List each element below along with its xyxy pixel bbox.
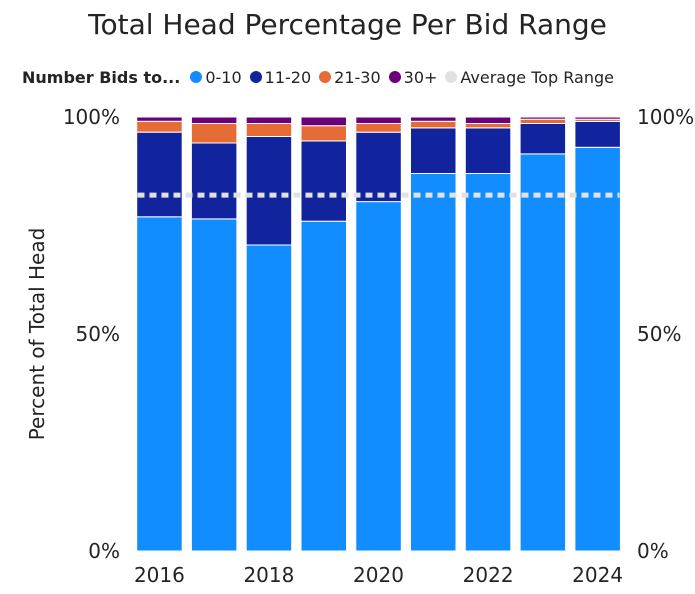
x-tick-2020: 2020	[353, 563, 404, 587]
bar-2023-0-10[interactable]	[519, 153, 567, 552]
chart-title: Total Head Percentage Per Bid Range	[88, 8, 607, 41]
bar-2018-11-20[interactable]	[245, 136, 293, 246]
bar-2022-21-30[interactable]	[464, 123, 512, 129]
axes-group: 0% 50% 100% 0% 50% 100% 2016 2018 2020 2022 2024	[63, 105, 694, 587]
bar-2021-0-10[interactable]	[410, 172, 457, 552]
legend: Number Bids to... 0-10 11-20 21-30 30+ A…	[22, 66, 622, 88]
bar-2018-0-10[interactable]	[245, 244, 293, 552]
bar-2018-21-30[interactable]	[245, 123, 293, 137]
bar-2017-30plus[interactable]	[190, 116, 238, 124]
legend-label-30-plus: 30+	[403, 67, 438, 87]
legend-item-average-top-range[interactable]: Average Top Range	[445, 68, 614, 87]
legend-label-average-top-range: Average Top Range	[460, 67, 614, 87]
bar-2017-11-20[interactable]	[190, 142, 238, 220]
legend-item-30-plus[interactable]: 30+	[388, 67, 438, 87]
bar-2019-11-20[interactable]	[300, 140, 347, 222]
legend-dot-21-30	[319, 71, 332, 83]
bar-2023-11-20[interactable]	[519, 123, 567, 155]
bars-group	[136, 116, 621, 552]
legend-item-11-20[interactable]: 11-20	[249, 67, 312, 87]
bar-2020-21-30[interactable]	[355, 123, 402, 133]
bar-2019-30plus[interactable]	[300, 116, 347, 127]
legend-label-11-20: 11-20	[264, 67, 312, 87]
bar-2016-11-20[interactable]	[136, 131, 183, 218]
y-tick-left-100: 100%	[63, 105, 120, 129]
y-tick-left-0: 0%	[88, 539, 120, 563]
legend-label-0-10: 0-10	[205, 67, 242, 87]
bar-2020-30plus[interactable]	[355, 116, 402, 124]
bar-2020-0-10[interactable]	[355, 201, 402, 552]
bar-2017-21-30[interactable]	[190, 123, 238, 144]
x-tick-2016: 2016	[134, 563, 185, 587]
bar-2021-30plus[interactable]	[410, 116, 457, 122]
x-tick-2024: 2024	[572, 563, 623, 587]
bar-2019-21-30[interactable]	[300, 125, 347, 142]
legend-item-21-30[interactable]: 21-30	[319, 68, 381, 87]
bar-2022-30plus[interactable]	[464, 116, 512, 124]
x-tick-2018: 2018	[243, 563, 294, 587]
bar-2022-11-20[interactable]	[464, 127, 512, 174]
bar-2024-0-10[interactable]	[574, 146, 621, 552]
legend-title: Number Bids to...	[22, 67, 181, 87]
legend-item-0-10[interactable]: 0-10	[190, 67, 242, 87]
bar-2016-0-10[interactable]	[136, 216, 183, 552]
bar-2021-21-30[interactable]	[410, 120, 457, 129]
legend-dot-11-20	[249, 71, 262, 83]
y-tick-right-100: 100%	[637, 105, 694, 129]
bar-2018-30plus[interactable]	[245, 116, 293, 124]
bar-2019-0-10[interactable]	[300, 220, 347, 552]
legend-dot-0-10	[190, 71, 203, 83]
bar-2023-30plus[interactable]	[519, 116, 567, 120]
y-tick-left-50: 50%	[76, 322, 120, 346]
y-tick-right-50: 50%	[637, 322, 681, 346]
y-tick-right-0: 0%	[637, 539, 669, 563]
bar-2021-11-20[interactable]	[410, 127, 457, 174]
legend-label-21-30: 21-30	[334, 67, 381, 87]
legend-dot-average-top-range	[445, 71, 458, 83]
x-tick-2022: 2022	[463, 563, 514, 587]
y-axis-title: Percent of Total Head	[25, 228, 49, 441]
bar-2024-30plus[interactable]	[574, 116, 621, 120]
bar-2016-30plus[interactable]	[136, 116, 183, 122]
bar-2022-0-10[interactable]	[464, 172, 512, 552]
bar-2023-21-30[interactable]	[519, 118, 567, 124]
bar-2020-11-20[interactable]	[355, 131, 402, 203]
bar-2017-0-10[interactable]	[190, 218, 238, 552]
bar-2024-11-20[interactable]	[574, 120, 621, 148]
bar-2016-21-30[interactable]	[136, 120, 183, 133]
legend-dot-30-plus	[388, 71, 401, 83]
